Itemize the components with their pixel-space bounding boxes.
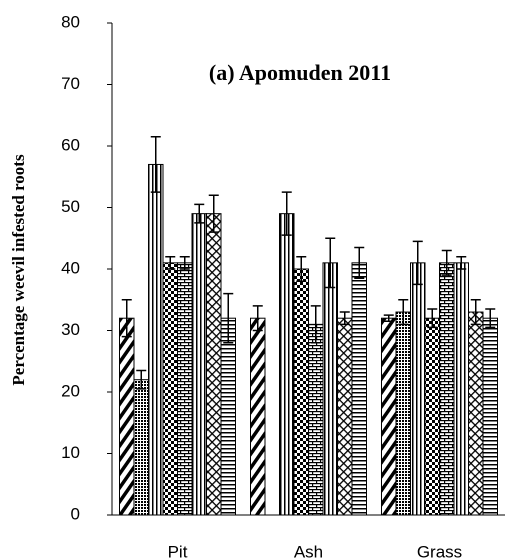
- error-bar: [310, 305, 321, 344]
- bar: [119, 317, 135, 516]
- bar: [279, 213, 295, 516]
- bar: [133, 379, 149, 516]
- bar: [206, 213, 222, 516]
- bar: [410, 262, 426, 516]
- bar: [250, 317, 266, 516]
- error-bar: [485, 308, 496, 329]
- error-bar: [412, 240, 423, 286]
- error-bar: [281, 191, 292, 236]
- y-tick-label: 30: [61, 320, 80, 339]
- bar: [424, 317, 440, 516]
- error-bar: [223, 292, 234, 344]
- error-bar: [325, 237, 336, 289]
- bar: [337, 317, 353, 516]
- bar: [381, 317, 397, 516]
- error-bar: [456, 255, 467, 270]
- y-tick-label: 60: [61, 135, 80, 154]
- error-bar: [121, 299, 132, 338]
- error-bar: [136, 369, 147, 390]
- error-bar: [179, 255, 190, 270]
- y-tick-label: 20: [61, 381, 80, 400]
- bar: [395, 311, 411, 516]
- bar: [191, 213, 207, 516]
- error-bar: [296, 255, 307, 283]
- y-tick-label: 0: [71, 504, 80, 523]
- error-bar: [208, 194, 219, 233]
- error-bar: [470, 299, 481, 326]
- y-tick-label: 10: [61, 443, 80, 462]
- bar: [162, 262, 178, 516]
- bar: [439, 262, 455, 516]
- y-tick-label: 80: [61, 12, 80, 31]
- y-axis-label: Percentage weevil infested roots: [9, 154, 28, 386]
- bar: [177, 262, 193, 516]
- bar: [220, 317, 236, 516]
- bar: [351, 262, 367, 516]
- bar: [468, 311, 484, 516]
- bar: [308, 323, 324, 516]
- x-tick-label: Pit: [168, 542, 188, 559]
- error-bar: [441, 249, 452, 276]
- bar: [293, 268, 309, 516]
- x-tick-label: Grass: [417, 542, 462, 559]
- error-bar: [383, 314, 394, 323]
- error-bar: [398, 299, 409, 326]
- error-bar: [194, 203, 205, 224]
- y-tick-label: 70: [61, 74, 80, 93]
- y-tick-label: 50: [61, 197, 80, 216]
- x-tick-label: Ash: [294, 542, 323, 559]
- error-bar: [339, 311, 350, 326]
- error-bar: [150, 136, 161, 193]
- bar: [322, 262, 338, 516]
- error-bar: [354, 246, 365, 279]
- y-tick-label: 40: [61, 258, 80, 277]
- error-bar: [165, 255, 176, 270]
- error-bar: [427, 308, 438, 329]
- bar: [453, 262, 469, 516]
- bar: [148, 163, 164, 516]
- chart-title: (a) Apomuden 2011: [209, 60, 391, 85]
- bar: [482, 317, 498, 516]
- error-bar: [252, 305, 263, 332]
